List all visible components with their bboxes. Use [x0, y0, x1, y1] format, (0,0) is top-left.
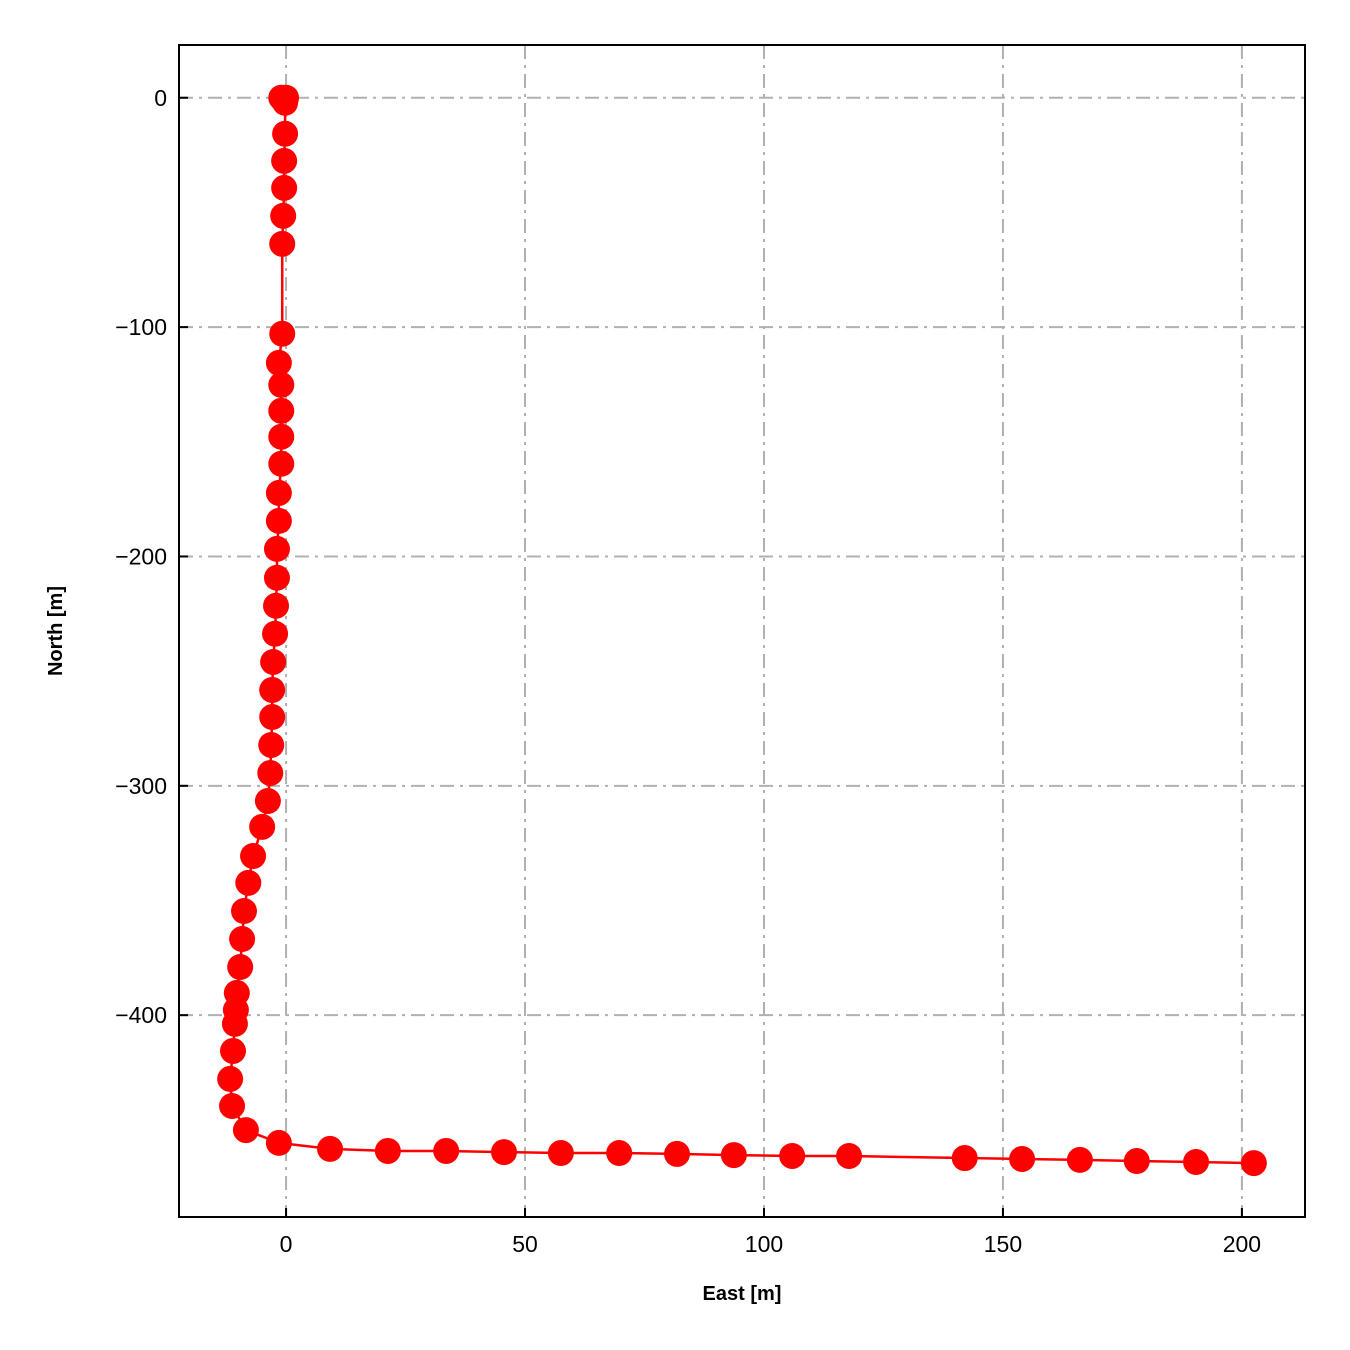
- grid: [179, 45, 1305, 1217]
- data-point: [490, 1139, 517, 1166]
- data-point: [779, 1142, 806, 1169]
- data-point: [272, 89, 299, 116]
- series-line: [228, 96, 1254, 1165]
- data-point: [269, 230, 296, 257]
- x-tick-label: 50: [512, 1231, 538, 1257]
- data-point: [1009, 1145, 1036, 1172]
- data-point: [249, 813, 276, 840]
- data-point: [254, 787, 281, 814]
- data-point: [1066, 1146, 1093, 1173]
- y-tick-label: −200: [115, 543, 167, 569]
- data-point: [271, 147, 298, 174]
- data-point: [836, 1142, 863, 1169]
- data-point: [317, 1135, 344, 1162]
- data-point: [240, 842, 267, 869]
- x-tick-label: 200: [1223, 1231, 1261, 1257]
- data-point: [547, 1140, 574, 1167]
- data-point: [1183, 1148, 1210, 1175]
- data-point: [270, 202, 297, 229]
- data-point: [232, 1117, 259, 1144]
- y-tick-label: −400: [115, 1002, 167, 1028]
- data-point: [374, 1137, 401, 1164]
- data-point: [268, 397, 295, 424]
- data-point: [235, 869, 262, 896]
- data-point: [265, 349, 292, 376]
- x-tick-label: 150: [984, 1231, 1022, 1257]
- data-point: [263, 564, 290, 591]
- x-axis-label: East [m]: [703, 1283, 782, 1305]
- data-point: [664, 1140, 691, 1167]
- data-point: [1240, 1150, 1267, 1177]
- data-point: [262, 620, 289, 647]
- y-tick-label: −100: [115, 314, 167, 340]
- data-point: [268, 450, 295, 477]
- data-point: [227, 954, 254, 981]
- data-point: [606, 1140, 633, 1167]
- series: [217, 84, 1267, 1177]
- data-point: [265, 479, 292, 506]
- data-point: [220, 1037, 247, 1064]
- data-point: [258, 731, 285, 758]
- data-point: [260, 648, 287, 675]
- ticks: 0 50 100 150 200 0 −100 −200 −300 −400: [115, 85, 1261, 1257]
- data-point: [1123, 1148, 1150, 1175]
- data-point: [221, 1010, 248, 1037]
- y-axis-label: North [m]: [45, 586, 67, 676]
- data-point: [219, 1092, 246, 1119]
- data-point: [268, 371, 295, 398]
- data-point: [265, 1129, 292, 1156]
- data-point: [268, 423, 295, 450]
- data-point: [951, 1145, 978, 1172]
- data-point: [259, 676, 286, 703]
- data-point: [229, 926, 256, 953]
- data-point: [265, 507, 292, 534]
- data-point: [433, 1137, 460, 1164]
- data-point: [263, 535, 290, 562]
- data-point: [230, 898, 257, 925]
- data-point: [257, 759, 284, 786]
- data-point: [217, 1065, 244, 1092]
- data-point: [269, 320, 296, 347]
- data-point: [263, 592, 290, 619]
- data-point: [272, 120, 299, 147]
- y-tick-label: −300: [115, 773, 167, 799]
- plot-frame: [178, 44, 1306, 1218]
- y-tick-label: 0: [154, 85, 167, 111]
- x-tick-label: 0: [280, 1231, 293, 1257]
- data-point: [720, 1142, 747, 1169]
- data-point: [259, 704, 286, 731]
- data-point: [271, 174, 298, 201]
- x-tick-label: 100: [745, 1231, 783, 1257]
